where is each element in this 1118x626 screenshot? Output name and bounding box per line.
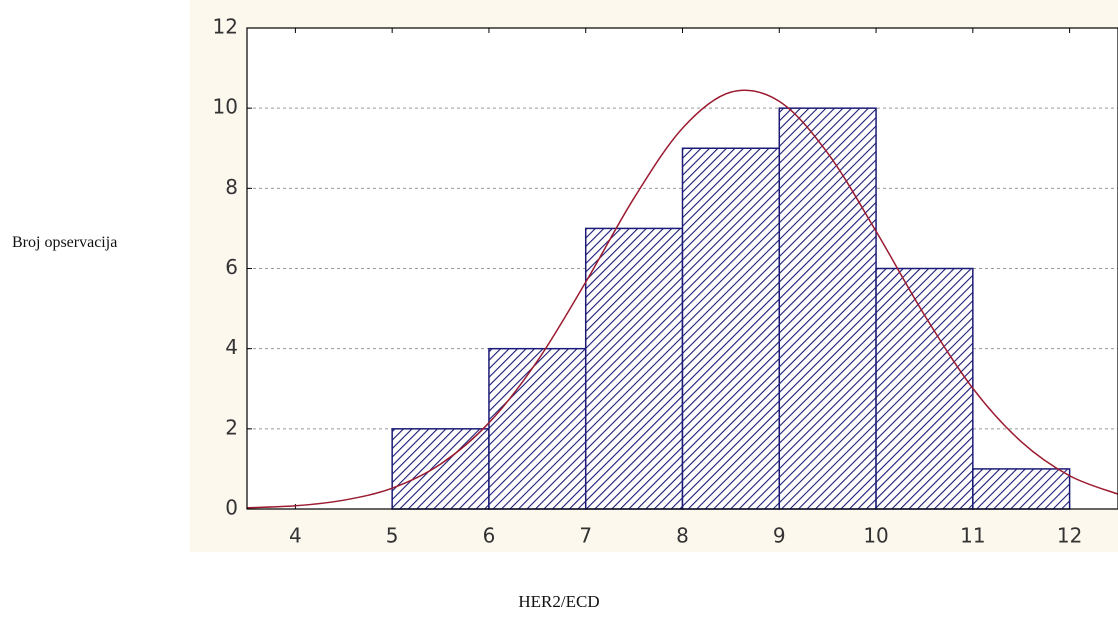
bar [778,107,877,510]
x-tick-label: 7 [579,524,592,548]
x-tick-label: 9 [773,524,786,548]
x-tick-label: 12 [1057,524,1082,548]
bar [972,468,1071,510]
bar [875,267,974,510]
y-tick-label: 0 [225,496,238,520]
y-tick-label: 8 [225,175,238,199]
y-tick-label: 6 [225,255,238,279]
bar [584,227,684,510]
x-tick-label: 8 [676,524,689,548]
y-tick-label: 2 [225,415,238,439]
fit-curve [247,89,1118,509]
bar [391,428,490,510]
y-tick-label: 10 [213,95,238,119]
y-tick-label: 12 [213,15,238,39]
x-tick-label: 5 [386,524,399,548]
plot-frame [246,27,1118,510]
y-axis-label: Broj opservacija [12,234,118,251]
x-tick-label: 10 [863,524,888,548]
x-axis-label: HER2/ECD [518,592,600,611]
x-tick-label: 4 [289,524,302,548]
y-tick-label: 4 [225,335,238,359]
bar [681,147,781,510]
bar [488,347,587,510]
x-tick-label: 11 [960,524,985,548]
x-tick-label: 6 [483,524,496,548]
